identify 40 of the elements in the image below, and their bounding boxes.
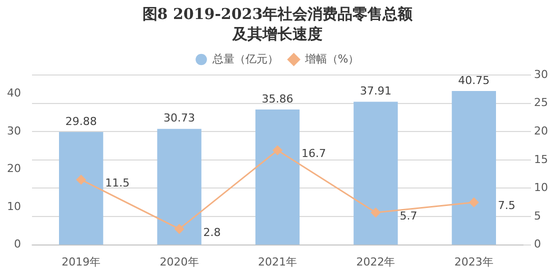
- data-label: 11.5: [105, 176, 130, 190]
- y2-tick-label: 10: [534, 181, 548, 194]
- x-tick-label: 2023年: [454, 255, 494, 268]
- x-tick-label: 2020年: [160, 255, 199, 268]
- point: [370, 208, 380, 218]
- y-tick-label: 20: [6, 162, 21, 176]
- legend-label: 总量（亿元）: [211, 52, 278, 66]
- data-label: 2.8: [203, 226, 221, 239]
- data-label: 30.73: [164, 112, 196, 125]
- y2-tick-label: 20: [534, 124, 548, 138]
- data-label: 5.7: [400, 209, 418, 222]
- x-tick-label: 2019年: [62, 255, 101, 268]
- data-label: 16.7: [302, 147, 326, 160]
- data-label: 37.91: [360, 84, 392, 98]
- y2-tick-label: 15: [534, 152, 548, 166]
- point: [469, 198, 479, 208]
- point: [272, 146, 282, 156]
- y2-tick-label: 5: [534, 209, 542, 222]
- data-label: 40.75: [458, 74, 490, 87]
- data-label: 7.5: [498, 199, 516, 212]
- y2-tick-label: 25: [534, 96, 548, 110]
- y-tick-label: 30: [6, 124, 21, 138]
- x-tick-label: 2021年: [258, 255, 297, 268]
- data-label: 35.86: [262, 92, 294, 106]
- y-tick-label: 10: [6, 200, 21, 213]
- y2-tick-label: 0: [534, 238, 542, 251]
- data-label: 29.88: [65, 114, 97, 128]
- y-tick-label: 40: [6, 86, 21, 100]
- y2-tick-label: 30: [534, 68, 548, 81]
- legend-label: 增幅（%）: [304, 52, 360, 66]
- point: [76, 174, 86, 184]
- bar: [59, 132, 104, 245]
- bar: [157, 128, 202, 245]
- point: [174, 224, 184, 234]
- bar: [354, 102, 398, 245]
- bar: [255, 109, 300, 245]
- y-tick-label: 0: [14, 238, 21, 251]
- bar: [452, 91, 496, 245]
- x-tick-label: 2022年: [356, 255, 396, 268]
- chart-title: 图8 2019-2023年社会消费品零售总额及其增长速度: [141, 4, 414, 44]
